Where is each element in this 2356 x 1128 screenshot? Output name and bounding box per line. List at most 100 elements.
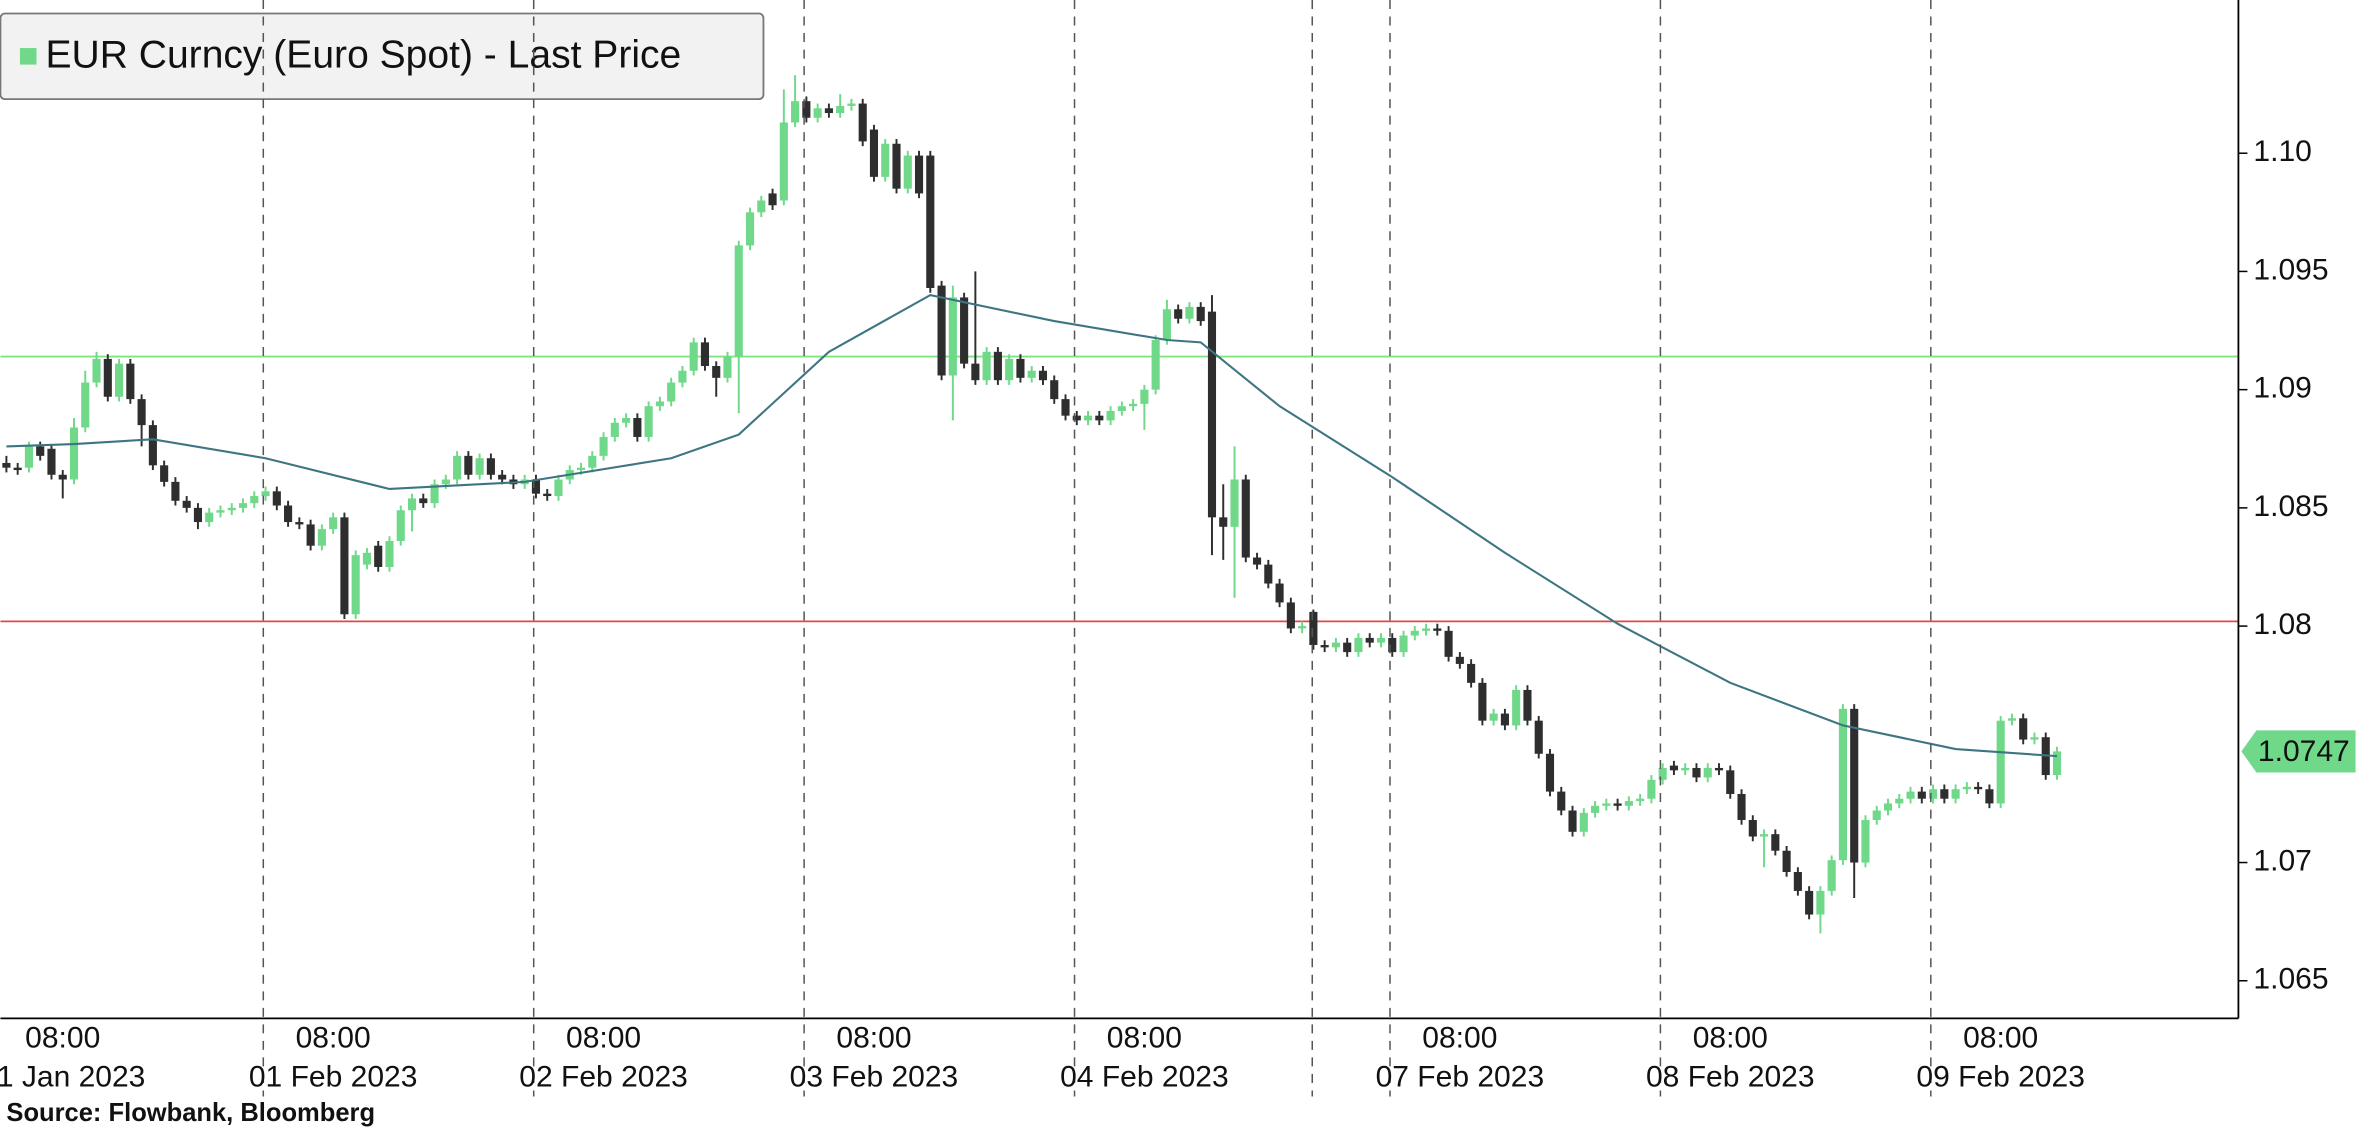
- candle-body: [1940, 789, 1949, 799]
- candle-body: [329, 517, 338, 530]
- candle-body: [982, 351, 991, 381]
- x-tick-label: 08:00: [1693, 1021, 1768, 1054]
- candle-body: [1838, 708, 1847, 861]
- x-tick-date: 08 Feb 2023: [1646, 1060, 1815, 1093]
- candle-body: [317, 529, 326, 546]
- y-tick-label: 1.08: [2253, 608, 2311, 641]
- x-tick-date: 09 Feb 2023: [1916, 1060, 2085, 1093]
- candle-body: [700, 342, 710, 367]
- plot-area: [0, 75, 2239, 934]
- candle-body: [272, 491, 281, 506]
- legend-swatch: [19, 48, 37, 65]
- candle-body: [971, 363, 980, 381]
- candle-body: [2, 462, 11, 468]
- candle-body: [1647, 779, 1656, 799]
- candle-body: [1005, 358, 1014, 381]
- candle-body: [1827, 860, 1836, 891]
- candle-body: [926, 155, 935, 288]
- candle-body: [1883, 803, 1893, 811]
- candle-body: [453, 455, 462, 480]
- candle-body: [1410, 630, 1419, 636]
- candle-body: [441, 479, 450, 485]
- candle-body: [1388, 637, 1397, 653]
- candle-body: [1376, 637, 1386, 643]
- candle-body: [1996, 720, 2005, 804]
- candle-body: [678, 370, 687, 383]
- candle-body: [1140, 389, 1149, 404]
- candle-body: [69, 427, 79, 480]
- candle-body: [723, 356, 732, 378]
- candle-body: [1320, 645, 1329, 648]
- candle-body: [1523, 689, 1532, 721]
- legend-label: EUR Curncy (Euro Spot) - Last Price: [45, 33, 681, 76]
- candle-body: [374, 545, 383, 567]
- candle-body: [1579, 812, 1588, 832]
- candle-body: [1264, 564, 1273, 584]
- moving-average-line: [6, 293, 2058, 758]
- candle-body: [261, 491, 270, 497]
- candle-body: [2007, 718, 2016, 721]
- candle-body: [1692, 767, 1701, 778]
- candle-body: [1917, 791, 1926, 799]
- candle-body: [137, 399, 146, 426]
- candle-body: [768, 193, 777, 206]
- candle-body: [2030, 737, 2039, 740]
- candle-body: [1117, 406, 1126, 411]
- candle-body: [1354, 637, 1363, 653]
- candle-body: [1230, 479, 1239, 527]
- candle-body: [1399, 635, 1408, 653]
- candle-body: [813, 108, 822, 118]
- candle-body: [655, 401, 664, 407]
- candle-body: [791, 101, 800, 123]
- candle-body: [1512, 689, 1521, 726]
- candle-body: [340, 517, 349, 615]
- candle-body: [914, 155, 924, 194]
- candle-body: [993, 351, 1002, 381]
- candle-body: [1748, 819, 1757, 837]
- candle-body: [171, 481, 180, 501]
- candle-body: [1072, 415, 1081, 421]
- candle-body: [126, 363, 135, 400]
- x-tick-label: 08:00: [1422, 1021, 1497, 1054]
- candle-body: [1602, 803, 1611, 806]
- candle-body: [1106, 410, 1115, 421]
- candle-body: [306, 524, 315, 546]
- candle-body: [1365, 637, 1374, 643]
- candle-body: [1185, 306, 1194, 319]
- candle-body: [1061, 399, 1070, 416]
- candle-body: [948, 297, 957, 376]
- candle-body: [250, 496, 259, 504]
- candle-body: [576, 467, 586, 471]
- x-tick-label: 08:00: [1107, 1021, 1182, 1054]
- candle-body: [1219, 517, 1228, 527]
- candle-body: [362, 552, 372, 565]
- candle-body: [1162, 309, 1171, 341]
- candle-body: [937, 285, 946, 376]
- candle-body: [1624, 801, 1633, 806]
- candle-body: [36, 446, 45, 456]
- x-tick-date: 02 Feb 2023: [519, 1060, 688, 1093]
- candle-body: [1298, 626, 1307, 629]
- candle-body: [1726, 770, 1735, 794]
- candle-body: [486, 458, 495, 475]
- candle-body: [2019, 718, 2028, 740]
- candle-body: [1489, 713, 1498, 721]
- x-tick-date: 03 Feb 2023: [790, 1060, 959, 1093]
- candle-body: [430, 484, 439, 504]
- candle-body: [667, 382, 676, 402]
- candle-body: [396, 510, 405, 541]
- candle-body: [622, 418, 631, 423]
- candle-body: [1207, 311, 1217, 518]
- y-tick-label: 1.095: [2253, 253, 2328, 286]
- candle-body: [1771, 834, 1780, 851]
- candle-body: [81, 382, 90, 428]
- last-price-tag: [2241, 730, 2356, 773]
- candle-body: [1669, 765, 1678, 771]
- candle-body: [1805, 890, 1814, 915]
- candle-body: [689, 342, 698, 371]
- candle-body: [295, 522, 304, 525]
- candle-body: [847, 103, 856, 106]
- candle-body: [92, 358, 101, 383]
- candle-body: [1951, 789, 1960, 799]
- candle-body: [1478, 682, 1487, 721]
